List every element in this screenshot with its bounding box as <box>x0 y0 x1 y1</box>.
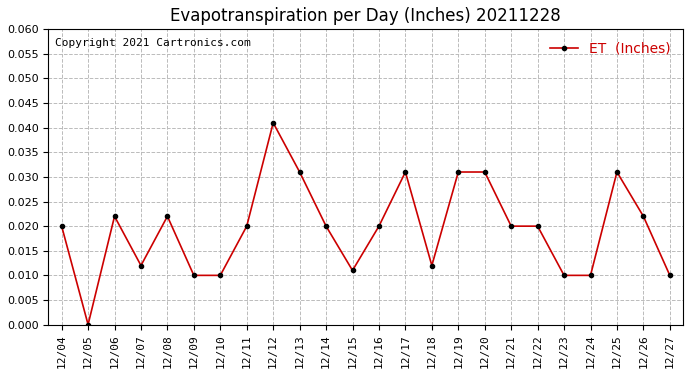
ET  (Inches) <box>586 273 595 278</box>
Text: Copyright 2021 Cartronics.com: Copyright 2021 Cartronics.com <box>55 38 250 48</box>
ET  (Inches) <box>269 120 277 125</box>
ET  (Inches) <box>57 224 66 228</box>
ET  (Inches) <box>137 263 145 268</box>
ET  (Inches) <box>375 224 383 228</box>
ET  (Inches) <box>84 322 92 327</box>
ET  (Inches) <box>507 224 515 228</box>
ET  (Inches) <box>322 224 331 228</box>
ET  (Inches) <box>613 170 621 174</box>
ET  (Inches) <box>666 273 674 278</box>
ET  (Inches) <box>639 214 647 219</box>
ET  (Inches) <box>560 273 568 278</box>
ET  (Inches) <box>348 268 357 273</box>
ET  (Inches) <box>243 224 251 228</box>
ET  (Inches) <box>295 170 304 174</box>
Line: ET  (Inches): ET (Inches) <box>59 121 672 327</box>
ET  (Inches) <box>533 224 542 228</box>
ET  (Inches) <box>454 170 462 174</box>
ET  (Inches) <box>216 273 224 278</box>
ET  (Inches) <box>190 273 198 278</box>
Legend: ET  (Inches): ET (Inches) <box>544 36 676 62</box>
ET  (Inches) <box>481 170 489 174</box>
ET  (Inches) <box>110 214 119 219</box>
ET  (Inches) <box>428 263 436 268</box>
Title: Evapotranspiration per Day (Inches) 20211228: Evapotranspiration per Day (Inches) 2021… <box>170 7 561 25</box>
ET  (Inches) <box>164 214 172 219</box>
ET  (Inches) <box>402 170 410 174</box>
